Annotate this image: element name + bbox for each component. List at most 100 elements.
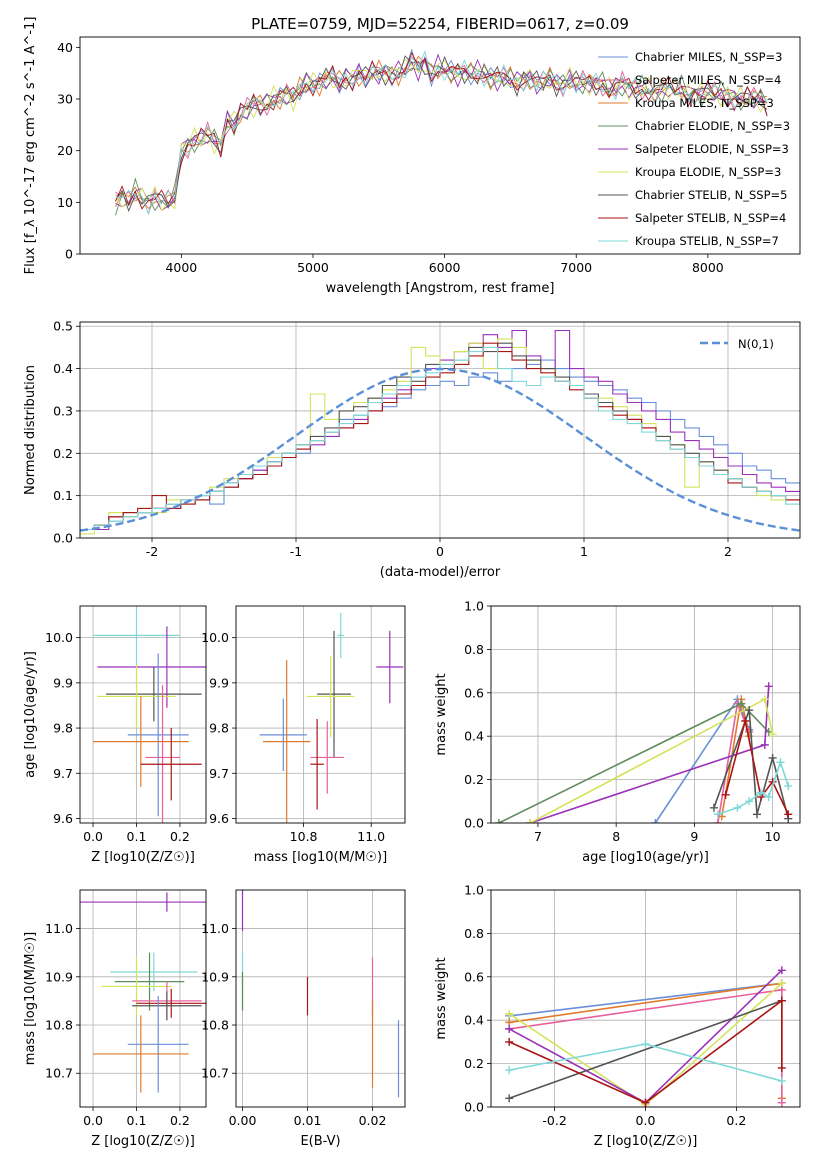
grid-lines: [236, 606, 405, 823]
grid-lines: [80, 322, 800, 539]
x-tick-label: 11.0: [357, 829, 385, 844]
histogram-series: [80, 342, 800, 531]
y-tick-label: 10.0: [201, 630, 229, 645]
spectrum-series: [115, 50, 768, 216]
legend-label: Kroupa STELIB, N_SSP=7: [635, 234, 779, 248]
weight-marker: [505, 1024, 514, 1033]
weight-marker: [505, 1066, 514, 1075]
y-tick-label: 0.3: [53, 403, 73, 418]
y-tick-label: 9.6: [53, 811, 73, 826]
weight-series: [508, 999, 783, 1100]
x-tick-label: 7: [534, 829, 542, 844]
y-axis-label: Normed distribution: [23, 365, 38, 495]
x-tick-label: 0.0: [83, 1113, 103, 1128]
weight-marker: [764, 682, 773, 691]
spectrum-series: [115, 59, 768, 212]
weight-marker: [760, 695, 769, 704]
y-tick-label: 9.6: [209, 811, 229, 826]
x-tick-label: -0.2: [542, 1113, 566, 1128]
x-tick-label: 0.1: [127, 829, 147, 844]
weight-marker: [505, 1009, 514, 1018]
y-tick-label: 0.1: [53, 488, 73, 503]
legend-label: Salpeter MILES, N_SSP=4: [635, 73, 781, 87]
weight-marker: [760, 740, 769, 749]
x-tick-label: 0.2: [170, 829, 190, 844]
x-tick-label: 9: [690, 829, 698, 844]
weight-marker: [764, 792, 773, 801]
x-tick-label: 7000: [560, 260, 592, 275]
weight-series: [509, 982, 782, 1017]
y-tick-label: 11.0: [45, 921, 73, 936]
y-tick-label: 9.9: [53, 675, 73, 690]
chart-age-vs-metallicity: 0.0 0.1 0.2 9.6 9.7 9.8 9.9 10.0 Z [log10(Z/Z☉)]…: [23, 605, 207, 865]
weight-marker: [777, 966, 786, 975]
axes-frame: [490, 605, 801, 824]
axes-frame: [79, 321, 801, 539]
weight-marker: [768, 730, 777, 739]
axes-frame: [79, 36, 801, 255]
y-tick-label: 1.0: [464, 599, 484, 614]
y-tick-label: 10.7: [201, 1066, 229, 1081]
y-tick-label: 0.8: [464, 642, 484, 657]
x-tick-label: 1: [580, 544, 588, 559]
x-axis-label: Z [log10(Z/Z☉)]: [91, 1134, 195, 1149]
weight-marker: [777, 979, 786, 988]
y-tick-label: 9.8: [209, 721, 229, 736]
y-tick-label: 0: [65, 247, 73, 262]
weight-marker: [784, 782, 793, 791]
x-tick-label: 6000: [429, 260, 461, 275]
chart-mass-vs-ebv: 0.00 0.01 0.02 10.7 10.8 10.9 11.0 E(B-V): [201, 889, 406, 1149]
weight-series: [508, 999, 783, 1104]
y-axis-label: age [log10(age/yr)]: [23, 651, 38, 778]
legend-label: Chabrier ELODIE, N_SSP=3: [635, 119, 790, 133]
weight-marker: [777, 996, 786, 1005]
plot-area: [259, 612, 404, 823]
weight-marker: [651, 819, 660, 823]
x-tick-label: 0.01: [294, 1113, 322, 1128]
chart-age-vs-mass: 10.8 11.0 9.6 9.7 9.8 9.9 10.0 mass [log10(M/M☉…: [201, 605, 406, 865]
weight-marker: [505, 1037, 514, 1046]
legend-label: Kroupa MILES, N_SSP=3: [635, 96, 774, 110]
y-tick-label: 10.9: [45, 969, 73, 984]
y-tick-label: 10.9: [201, 969, 229, 984]
weight-marker: [721, 790, 730, 799]
weight-marker: [777, 1063, 786, 1072]
x-tick-label: 0.00: [229, 1113, 257, 1128]
weight-marker: [494, 819, 503, 823]
y-tick-label: 0.0: [464, 1100, 484, 1115]
weight-marker: [505, 1094, 514, 1103]
axes-frame: [235, 605, 406, 824]
x-tick-label: 0.0: [636, 1113, 656, 1128]
spectrum-series: [115, 51, 768, 210]
x-tick-label: 10.8: [290, 829, 318, 844]
y-tick-label: 10: [57, 195, 73, 210]
x-axis-label: mass [log10(M/M☉)]: [254, 850, 387, 865]
x-tick-label: 0.2: [170, 1113, 190, 1128]
x-axis-label: (data-model)/error: [380, 565, 501, 580]
legend-label: Salpeter STELIB, N_SSP=4: [635, 211, 786, 225]
x-tick-label: 4000: [165, 260, 197, 275]
weight-marker: [777, 1098, 786, 1107]
legend-label: Chabrier MILES, N_SSP=3: [635, 50, 782, 64]
weight-marker: [768, 753, 777, 762]
y-tick-label: 30: [57, 92, 73, 107]
chart-mass-weight-vs-age: 7 8 9 10 0.0 0.2 0.4 0.6 0.8 1.0 age [log10(age/yr…: [434, 599, 801, 865]
y-axis-label: Flux [f_λ 10^-17 erg cm^-2 s^-1 A^-1]: [23, 17, 38, 275]
histogram-series: [80, 342, 800, 531]
x-axis-label: wavelength [Angstrom, rest frame]: [326, 281, 555, 296]
y-tick-label: 40: [57, 40, 73, 55]
y-tick-label: 0.6: [464, 969, 484, 984]
weight-series: [529, 698, 774, 823]
plot-area: [80, 892, 206, 1093]
y-tick-label: 0.2: [464, 772, 484, 787]
y-tick-label: 0.0: [53, 531, 73, 546]
plot-area: [241, 890, 400, 1098]
weight-marker: [756, 788, 765, 797]
weight-marker: [733, 803, 742, 812]
chart-mass-weight-vs-metallicity: -0.2 0.0 0.2 0.0 0.2 0.4 0.6 0.8 1.0 Z [log10(Z/Z…: [434, 883, 801, 1149]
gaussian-curve: [80, 367, 800, 532]
y-tick-label: 0.4: [464, 1013, 484, 1028]
grid-lines: [80, 890, 206, 1107]
y-tick-label: 1.0: [464, 883, 484, 898]
